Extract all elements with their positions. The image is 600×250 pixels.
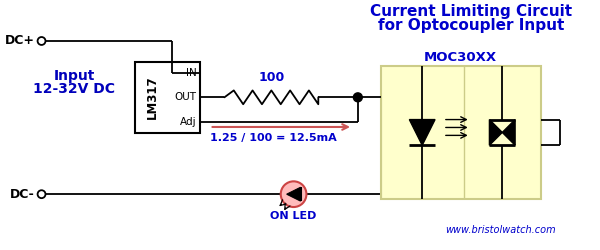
Text: 100: 100 [258,72,284,85]
Text: DC+: DC+ [5,34,35,48]
Text: MOC30XX: MOC30XX [424,51,497,64]
Text: IN: IN [186,68,197,78]
Text: DC-: DC- [10,188,35,201]
Circle shape [281,181,307,207]
Text: for Optocoupler Input: for Optocoupler Input [379,18,565,33]
Text: LM317: LM317 [146,76,159,119]
Text: ON LED: ON LED [271,211,317,221]
Text: www.bristolwatch.com: www.bristolwatch.com [445,225,556,235]
Polygon shape [490,120,502,145]
Text: 1.25 / 100 = 12.5mA: 1.25 / 100 = 12.5mA [211,133,337,143]
Bar [136,62,200,133]
Polygon shape [502,120,515,145]
Circle shape [353,93,362,102]
Text: Adj: Adj [180,117,197,127]
Text: OUT: OUT [175,92,197,102]
Text: 12-32V DC: 12-32V DC [33,82,115,96]
Text: Input: Input [53,68,95,82]
Polygon shape [287,187,301,201]
Bar [380,66,541,199]
Text: Current Limiting Circuit: Current Limiting Circuit [370,4,572,20]
Polygon shape [409,120,435,145]
